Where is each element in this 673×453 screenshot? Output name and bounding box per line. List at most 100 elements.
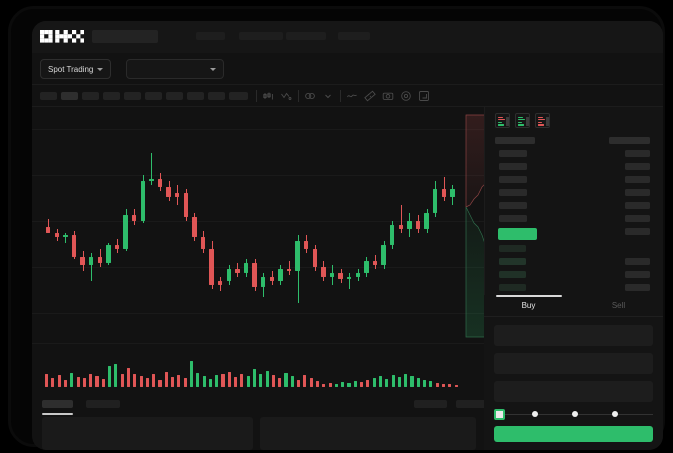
timeframe-button-9[interactable] [208,92,225,100]
orderbook-ask-row[interactable] [499,163,527,170]
timeframe-button-3[interactable] [82,92,99,100]
candle-body [355,273,360,277]
nav-item-4[interactable] [338,32,370,40]
tab-sell[interactable]: Sell [611,301,626,310]
volume-bar [152,374,156,387]
volume-bar [51,378,55,387]
order-price-field[interactable] [494,325,653,346]
volume-bar [171,377,175,387]
trading-pair-select[interactable] [126,59,224,79]
timeframe-button-4[interactable] [103,92,120,100]
timeframe-button-1[interactable] [40,92,57,100]
volume-bar [410,376,414,387]
volume-bar [227,371,231,387]
volume-bar [177,375,181,387]
timeframe-button-7[interactable] [166,92,183,100]
slider-marker-25[interactable] [532,411,538,417]
candle-body [415,221,421,229]
candle-body [347,277,352,279]
candle-body [243,263,249,273]
orderbook-ask-row[interactable] [499,176,527,183]
candle-body [329,273,335,277]
volume-bar [183,378,187,387]
candle-body [235,269,240,273]
timeframe-button-6[interactable] [145,92,162,100]
volume-bar [63,380,68,387]
order-amount-field[interactable] [494,353,653,374]
slider-marker-75[interactable] [612,411,618,417]
slider-marker-50[interactable] [572,411,578,417]
volume-bar [404,374,408,387]
chart-toolbar [32,85,663,107]
volume-bar [385,379,389,387]
candle-body [321,267,326,277]
volume-bar [234,377,238,387]
orderbook-bid-row[interactable] [499,284,526,291]
volume-bar [221,373,225,387]
timeframe-button-10[interactable] [229,92,248,100]
okx-logo[interactable] [40,30,84,43]
orderbook-both-icon[interactable] [495,113,510,128]
candle-body [252,263,257,287]
ruler-icon[interactable] [364,90,376,102]
orderbook-bid-row[interactable] [499,245,526,252]
volume-bar [259,373,263,387]
timeframe-button-5[interactable] [124,92,141,100]
compare-icon[interactable] [304,90,316,102]
tab-buy[interactable]: Buy [521,301,536,310]
orderbook-ask-row[interactable] [499,202,527,209]
candlestick-chart[interactable] [32,107,484,343]
candle-body [89,257,94,265]
volume-bar [252,368,257,387]
submit-buy-button[interactable] [494,426,653,442]
bottom-tab-1[interactable] [42,400,73,408]
order-total-field[interactable] [494,381,653,402]
volume-bar [290,376,294,387]
nav-search-field[interactable] [92,30,158,43]
candle-wick [65,233,67,243]
spot-trading-selector[interactable]: Spot Trading [40,59,112,79]
settings-icon[interactable] [400,90,412,102]
volume-bar [454,385,458,387]
toolbar-divider [298,90,299,102]
orderbook-amount-row [625,215,650,222]
orderbook-ask-row[interactable] [499,215,527,222]
volume-bar [57,375,61,387]
orderbook-last-price[interactable] [498,228,537,240]
bottom-panel-right[interactable] [260,417,476,450]
nav-item-3[interactable] [286,32,326,40]
bottom-panel-left[interactable] [42,417,253,450]
nav-item-1[interactable] [196,32,225,40]
bottom-action-1[interactable] [414,400,447,408]
candle-body [166,187,171,197]
timeframe-button-8[interactable] [187,92,204,100]
amount-slider-handle[interactable] [494,409,505,420]
fullscreen-icon[interactable] [418,90,430,102]
orderbook-amount-row [625,176,650,183]
orderbook-ask-row[interactable] [499,189,527,196]
orderbook-bid-row[interactable] [499,258,526,265]
candlestick-icon[interactable] [262,90,274,102]
camera-icon[interactable] [382,90,394,102]
candle-body [338,273,343,279]
volume-bar [297,380,301,387]
volume-bar [158,380,162,387]
orderbook-ask-row[interactable] [499,150,527,157]
nav-item-2[interactable] [239,32,283,40]
chevron-down-icon[interactable] [322,90,334,102]
timeframe-button-2[interactable] [61,92,78,100]
orderbook-bids-icon[interactable] [515,113,530,128]
bottom-tab-2[interactable] [86,400,120,408]
orderbook-amount-row [625,163,650,170]
candle-body [46,227,51,233]
indicator-icon[interactable] [280,90,292,102]
candle-body [450,189,455,197]
candle-body [269,277,274,281]
orderbook-bid-row[interactable] [499,271,526,278]
line-chart-icon[interactable] [346,90,358,102]
candle-wick [349,273,351,289]
bottom-action-2[interactable] [456,400,487,408]
orderbook-asks-icon[interactable] [535,113,550,128]
volume-bar [303,375,307,387]
